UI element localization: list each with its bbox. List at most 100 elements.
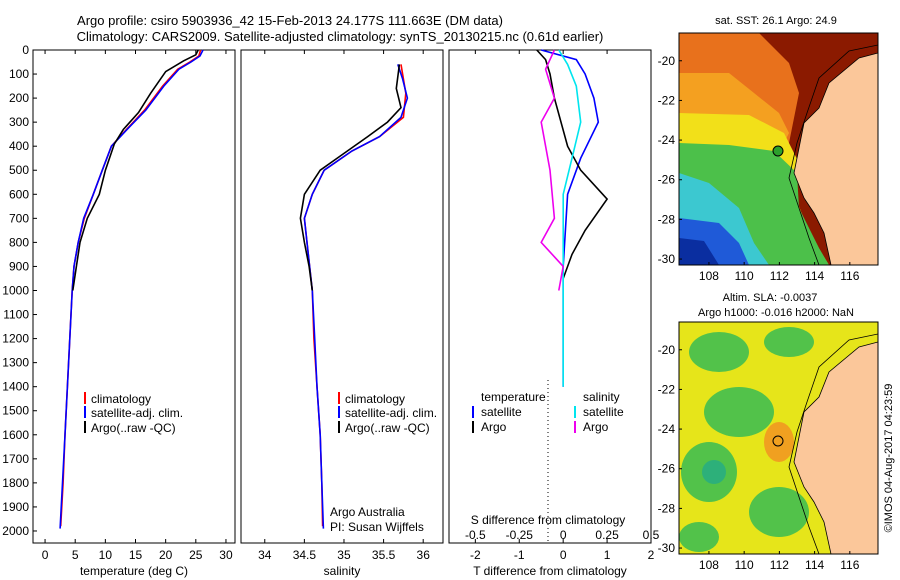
map-lat-tick-label: -30 <box>658 252 676 266</box>
temperature-difference-tick-label: -1 <box>514 548 525 562</box>
depth-tick-label: 1600 <box>2 428 29 442</box>
map-lat-tick-label: -26 <box>658 462 676 476</box>
depth-tick-label: 800 <box>9 235 29 249</box>
temperature-panel: 0100200300400500600700800900100011001200… <box>2 43 236 578</box>
map-lat-tick-label: -22 <box>658 382 676 396</box>
temperature-tick-label: 10 <box>99 548 113 562</box>
legend-label-argo: Argo(..raw -QC) <box>91 421 176 435</box>
depth-tick-label: 300 <box>9 115 29 129</box>
depth-tick-label: 700 <box>9 211 29 225</box>
series-line-argo-raw-qc- <box>72 49 199 291</box>
map-lat-tick-label: -30 <box>658 541 676 555</box>
sla-map-title: Altim. SLA: -0.0037 <box>723 292 818 304</box>
legend-title-salinity: salinity <box>583 390 620 404</box>
depth-tick-label: 600 <box>9 187 29 201</box>
argo-float-marker <box>772 435 784 447</box>
figure-title-line2: Climatology: CARS2009. Satellite-adjuste… <box>77 29 604 44</box>
temperature-difference-tick-label: -2 <box>470 548 481 562</box>
temperature-tick-label: 25 <box>189 548 203 562</box>
temperature-tick-label: 15 <box>129 548 143 562</box>
sla-map-panel: Altim. SLA: -0.0037 Argo h1000: -0.016 h… <box>658 292 879 572</box>
map-lat-tick-label: -24 <box>658 422 676 436</box>
depth-tick-label: 200 <box>9 91 29 105</box>
legend-label-climatology: climatology <box>345 392 405 406</box>
map-lon-tick-label: 110 <box>735 269 754 283</box>
temperature-difference-tick-label: 1 <box>604 548 611 562</box>
series-line-argo-raw-qc- <box>299 64 402 291</box>
map-lat-tick-label: -20 <box>658 343 676 357</box>
legend-label-argo: Argo(..raw -QC) <box>345 421 430 435</box>
difference-series <box>536 49 609 387</box>
map-lon-tick-label: 112 <box>770 558 789 572</box>
argo-float-marker <box>772 145 784 157</box>
depth-tick-label: 500 <box>9 163 29 177</box>
map-lon-tick-label: 112 <box>770 269 789 283</box>
salinity-x-axis: 34 34.5 35 35.5 36 <box>258 50 430 562</box>
figure-title-line1: Argo profile: csiro 5903936_42 15-Feb-20… <box>77 13 503 28</box>
sst-map <box>679 33 878 265</box>
depth-tick-label: 1900 <box>2 500 29 514</box>
depth-tick-label: 2000 <box>2 524 29 538</box>
salinity-panel: 34 34.5 35 35.5 36 climatology satellite-adj… <box>240 49 444 578</box>
map-lat-tick-label: -24 <box>658 133 676 147</box>
map-lon-tick-label: 110 <box>735 558 754 572</box>
land-western-australia <box>793 341 878 554</box>
temperature-tick-label: 5 <box>72 548 79 562</box>
depth-tick-label: 1100 <box>3 308 29 322</box>
temperature-tick-label: 30 <box>219 548 233 562</box>
sla-green-eddy <box>764 327 814 357</box>
map-lon-tick-label: 108 <box>699 269 719 283</box>
map-lon-tick-label: 108 <box>699 558 719 572</box>
legend-label-satellite: satellite-adj. clim. <box>345 406 437 420</box>
sla-green-eddy <box>704 387 774 437</box>
salinity-difference-tick-label: 0 <box>560 528 567 542</box>
map-lon-tick-label: 116 <box>840 269 859 283</box>
pi-name: PI: Susan Wijffels <box>330 520 424 534</box>
depth-tick-label: 1200 <box>2 332 29 346</box>
depth-tick-label: 1700 <box>2 452 29 466</box>
series-line-salinity-argo <box>540 49 565 291</box>
depth-tick-label: 1500 <box>2 404 29 418</box>
temperature-axes-frame <box>32 49 236 544</box>
temperature-difference-tick-label: 0 <box>560 548 567 562</box>
sla-map-axes: 108 110 112 114 116 -20 -22 -24 -26 -28 -30 <box>658 343 860 572</box>
legend-label-salinity-argo: Argo <box>583 420 609 434</box>
temperature-difference-tick-label: 2 <box>648 548 655 562</box>
series-line-temperature-argo <box>536 49 609 279</box>
series-line-temperature-satellite <box>540 49 600 387</box>
difference-panel: -2 -1 0 1 2 -0.5 -0.25 0 0.25 0.5 temperature sal… <box>448 49 660 578</box>
salinity-legend: climatology satellite-adj. clim. Argo(..… <box>338 392 437 435</box>
legend-label-satellite: satellite-adj. clim. <box>91 406 183 420</box>
salinity-difference-label: S difference from climatology <box>471 513 626 527</box>
salinity-difference-tick-label: -0.25 <box>506 528 534 542</box>
depth-axis: 0 100 200 300 400 500 600 700 800 900 1000 1100 1200… <box>2 43 37 538</box>
sla-green-eddy <box>679 522 719 552</box>
sst-map-axes: 108 110 112 114 116 -20 -22 -24 -26 -28 -30 <box>658 54 860 283</box>
depth-tick-label: 1400 <box>2 380 29 394</box>
difference-axes-frame <box>448 49 652 544</box>
legend-title-temperature: temperature <box>481 390 546 404</box>
depth-tick-label: 900 <box>9 259 29 273</box>
temperature-tick-label: 20 <box>159 548 173 562</box>
salinity-x-label: salinity <box>324 564 361 578</box>
temperature-x-axis: 0 5 10 15 20 25 30 <box>42 50 233 562</box>
map-lat-tick-label: -28 <box>658 212 676 226</box>
temperature-difference-label: T difference from climatology <box>473 564 627 578</box>
sst-map-title: sat. SST: 26.1 Argo: 24.9 <box>715 15 837 27</box>
sla-map-frame <box>678 321 879 555</box>
temperature-series <box>59 49 204 529</box>
depth-tick-label: 100 <box>9 67 29 81</box>
map-lon-tick-label: 116 <box>840 558 859 572</box>
depth-tick-label: 400 <box>9 139 29 153</box>
sla-map <box>679 322 878 554</box>
copyright-stamp: ©IMOS 04-Aug-2017 04:23:59 <box>883 384 895 533</box>
sst-dark-blue-zone <box>679 238 719 265</box>
land-western-australia <box>793 52 878 265</box>
map-lat-tick-label: -22 <box>658 93 676 107</box>
salinity-difference-tick-label: 0.5 <box>643 528 660 542</box>
depth-tick-label: 0 <box>22 43 29 57</box>
temperature-legend: climatology satellite-adj. clim. Argo(..… <box>84 392 183 435</box>
salinity-axes-frame <box>240 49 444 544</box>
pi-organisation: Argo Australia <box>330 505 405 519</box>
salinity-series <box>299 64 409 529</box>
